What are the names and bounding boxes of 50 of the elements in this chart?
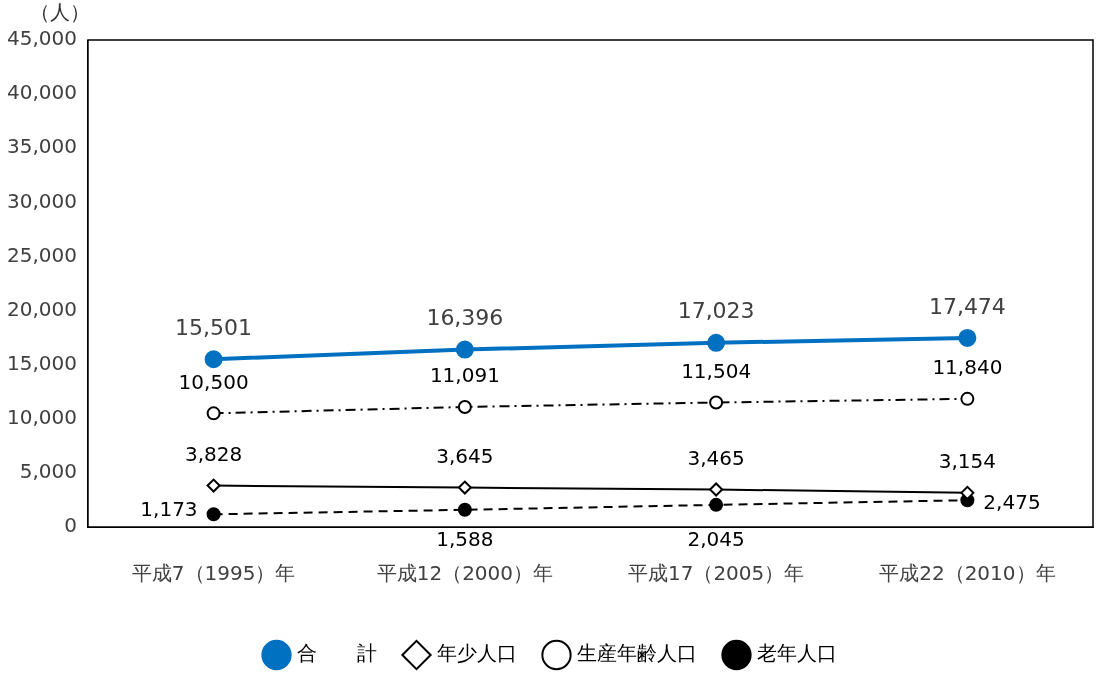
x-tick-label: 平成7（1995）年 (131, 561, 296, 586)
data-label: 11,840 (932, 355, 1003, 380)
data-label: 2,045 (687, 527, 745, 552)
point (457, 480, 472, 495)
data-label: 1,173 (140, 496, 198, 521)
legend-label: 老年人口 (756, 641, 837, 666)
y-tick-label: 5,000 (19, 459, 77, 484)
point (709, 497, 724, 512)
point (457, 399, 472, 414)
legend-label: 合 計 (296, 641, 377, 666)
y-tick-label: 20,000 (7, 296, 77, 321)
data-label: 1,588 (436, 527, 494, 552)
data-label: 3,828 (184, 441, 243, 466)
point (709, 395, 724, 410)
y-axis-title: （人） (30, 0, 90, 25)
data-label: 3,465 (687, 445, 745, 470)
y-tick-label: 45,000 (7, 26, 77, 51)
data-label: 16,396 (426, 305, 504, 331)
data-label: 17,474 (928, 293, 1006, 319)
data-label: 3,154 (938, 449, 997, 474)
point (204, 350, 223, 369)
y-tick-label: 10,000 (7, 404, 77, 429)
legend-label: 年少人口 (436, 641, 517, 666)
data-label: 15,501 (175, 314, 253, 340)
data-label: 3,645 (436, 443, 494, 468)
data-label: 11,504 (681, 358, 752, 383)
y-tick-label: 35,000 (7, 134, 77, 159)
point (960, 485, 975, 500)
data-label: 17,023 (677, 298, 755, 324)
data-label: 10,500 (178, 369, 249, 394)
point (707, 333, 726, 352)
y-tick-label: 40,000 (7, 80, 77, 105)
point (709, 482, 724, 497)
point (457, 502, 472, 517)
point (960, 391, 975, 406)
point (206, 507, 221, 522)
y-tick-label: 30,000 (7, 188, 77, 213)
x-tick-label: 平成17（2005）年 (627, 561, 805, 586)
y-tick-label: 25,000 (7, 242, 77, 267)
y-tick-label: 0 (64, 513, 77, 538)
y-tick-label: 15,000 (7, 350, 77, 375)
point (958, 328, 977, 347)
x-tick-label: 平成22（2010）年 (879, 561, 1056, 586)
data-label: 11,091 (429, 363, 500, 388)
legend-label: 生産年齢人口 (576, 641, 697, 666)
data-label: 2,475 (983, 490, 1041, 515)
point (206, 406, 221, 421)
point (455, 340, 474, 359)
x-tick-label: 平成12（2000）年 (376, 561, 554, 586)
point (206, 478, 221, 493)
